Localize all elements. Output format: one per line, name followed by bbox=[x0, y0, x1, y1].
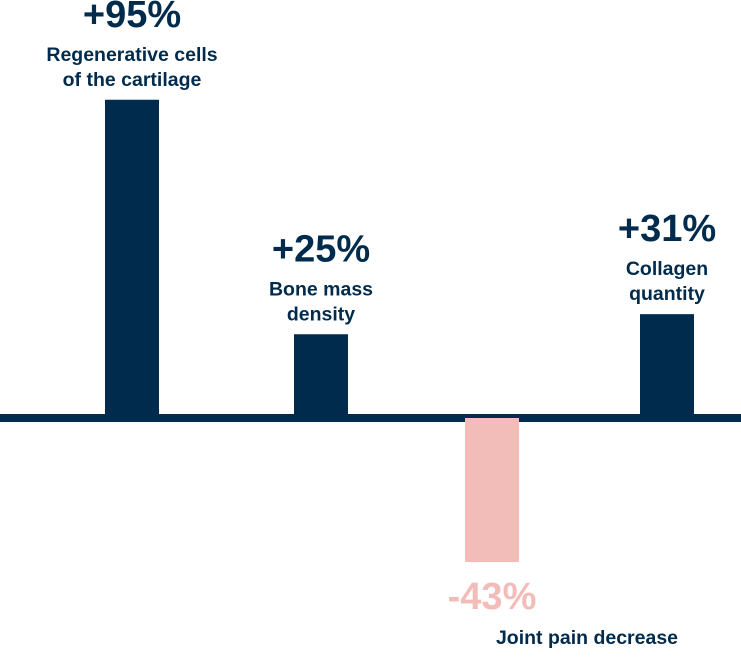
category-label-0-line-1: of the cartilage bbox=[63, 69, 202, 91]
bar-2 bbox=[465, 418, 519, 563]
value-label-2: -43% bbox=[448, 576, 537, 618]
bar-1 bbox=[294, 334, 348, 418]
category-label-3-line-1: quantity bbox=[629, 283, 705, 305]
category-label-0-line-0: Regenerative cells bbox=[46, 44, 217, 66]
bar-3 bbox=[640, 314, 694, 418]
category-label-1-line-0: Bone mass bbox=[269, 278, 373, 300]
value-label-0: +95% bbox=[83, 0, 181, 36]
category-label-2-line-0: Joint pain decrease bbox=[496, 627, 678, 649]
value-label-3: +31% bbox=[618, 208, 716, 250]
bar-0 bbox=[105, 99, 159, 418]
category-label-3-line-0: Collagen bbox=[626, 258, 708, 280]
value-label-1: +25% bbox=[272, 228, 370, 270]
category-label-1-line-1: density bbox=[287, 303, 355, 325]
baseline-axis bbox=[0, 414, 741, 422]
